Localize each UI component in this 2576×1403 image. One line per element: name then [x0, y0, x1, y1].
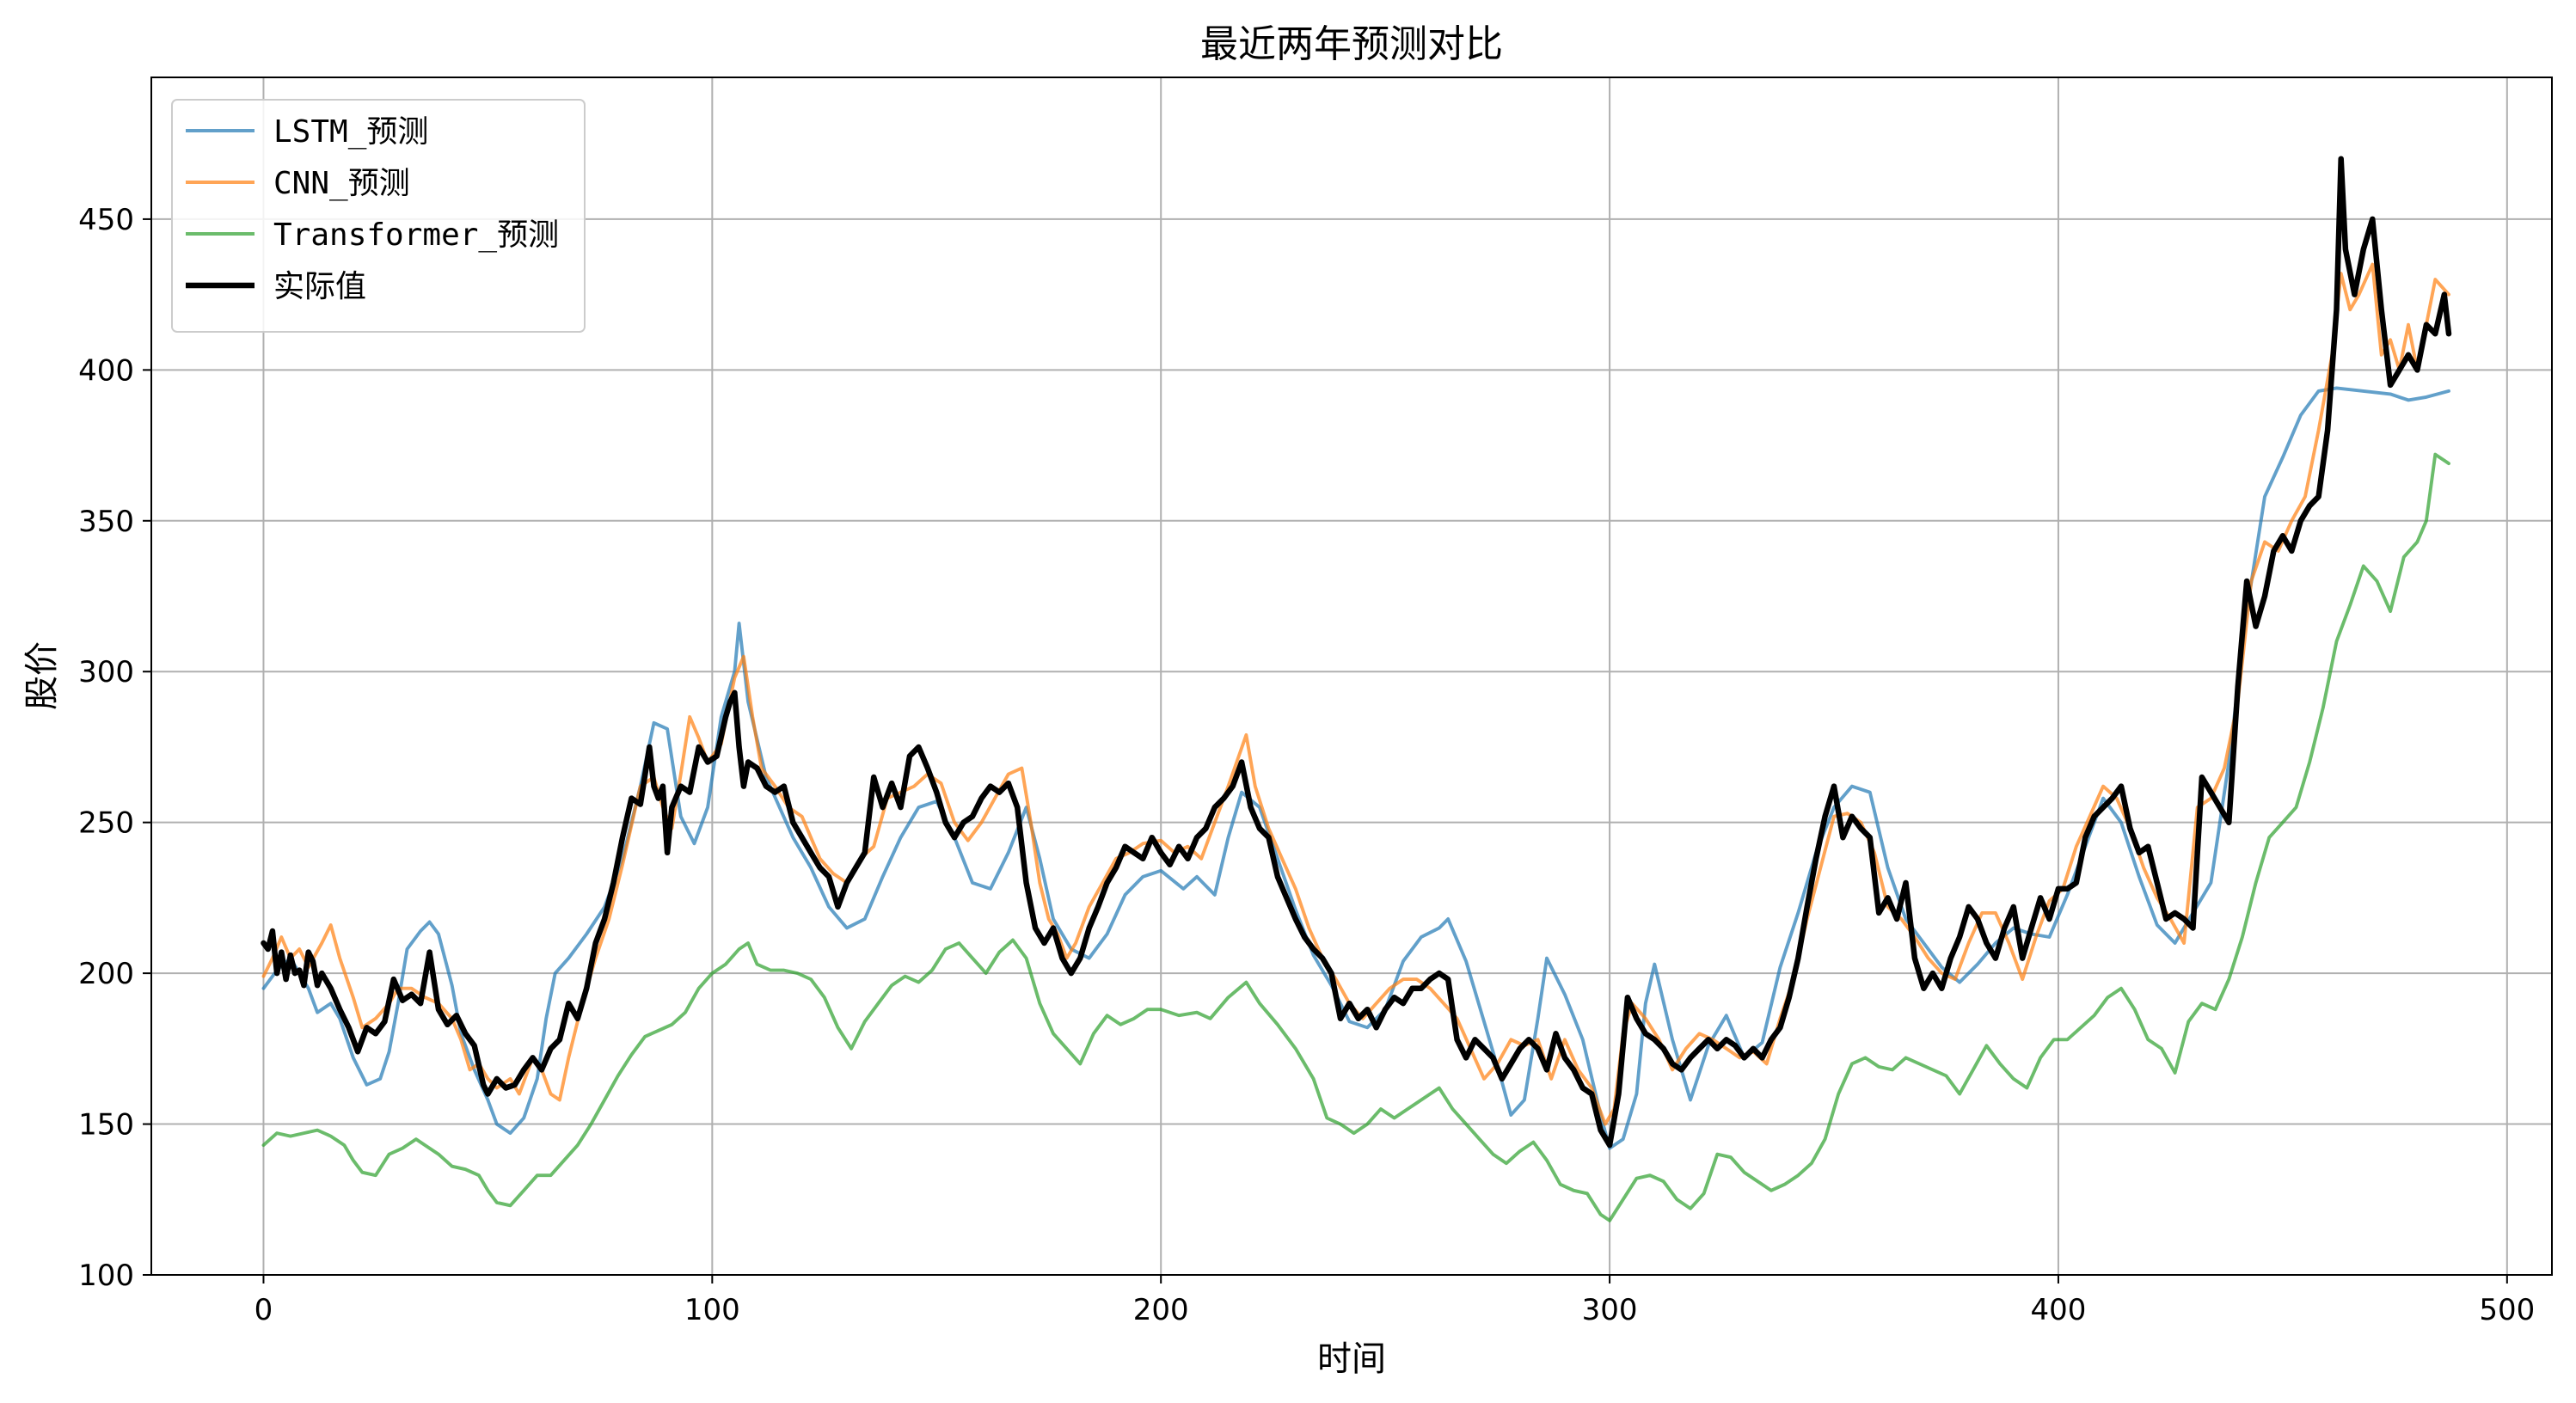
axis-ticks: 0 100 200 300 400 500 100 150 200 250 300 350 400 450 [78, 203, 2535, 1327]
chart-title: 最近两年预测对比 [1200, 22, 1503, 66]
x-tick-label: 500 [2479, 1293, 2535, 1327]
legend-label: LSTM_预测 [273, 114, 428, 150]
series-line-1 [261, 262, 2450, 1126]
x-tick-label: 100 [684, 1293, 740, 1327]
x-axis-label: 时间 [1317, 1339, 1386, 1379]
legend-box [171, 99, 586, 333]
y-tick-label: 300 [78, 655, 134, 689]
y-tick-label: 450 [78, 203, 134, 237]
x-tick-label: 400 [2030, 1293, 2086, 1327]
y-tick-label: 100 [78, 1259, 134, 1293]
y-axis-label: 股价 [22, 641, 62, 710]
series-line-3 [261, 156, 2452, 1149]
y-tick-label: 350 [78, 505, 134, 539]
x-tick-label: 300 [1582, 1293, 1638, 1327]
y-tick-label: 150 [78, 1108, 134, 1143]
legend-label: 实际值 [273, 269, 366, 304]
y-tick-label: 250 [78, 806, 134, 841]
series-line-2 [261, 452, 2450, 1222]
plot-frame [150, 77, 2553, 1276]
x-tick-label: 200 [1133, 1293, 1189, 1327]
legend-label: Transformer_预测 [273, 217, 559, 253]
series-layer [261, 156, 2452, 1222]
x-tick-label: 0 [255, 1293, 273, 1327]
legend-label: CNN_预测 [273, 166, 410, 201]
y-tick-label: 400 [78, 353, 134, 388]
y-tick-label: 200 [78, 957, 134, 991]
